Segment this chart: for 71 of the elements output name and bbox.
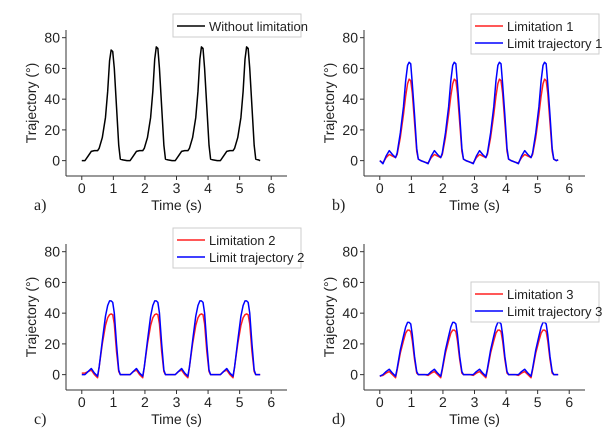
x-tick-label: 6 xyxy=(267,394,276,410)
x-axis-title: Time (s) xyxy=(151,411,202,427)
y-tick-label: 60 xyxy=(44,60,60,76)
x-tick-label: 0 xyxy=(78,394,86,410)
x-tick-label: 3 xyxy=(172,180,181,196)
legend-label: Limit trajectory 2 xyxy=(209,250,304,265)
text: d) xyxy=(332,411,346,428)
y-axis-title: Trajectory (°) xyxy=(321,62,337,144)
x-tick-label: 4 xyxy=(502,394,510,410)
x-tick-label: 1 xyxy=(407,180,416,196)
x-tick-label: 4 xyxy=(204,180,212,196)
x-tick-label: 2 xyxy=(439,180,448,196)
x-tick-label: 5 xyxy=(534,394,542,410)
x-tick-label: 5 xyxy=(534,180,542,196)
x-tick-label: 6 xyxy=(565,180,574,196)
y-axis-title: Trajectory (°) xyxy=(321,276,337,358)
x-tick-label: 1 xyxy=(407,394,416,410)
y-tick-label: 80 xyxy=(44,30,60,46)
line-series xyxy=(379,322,559,377)
x-tick-label: 2 xyxy=(439,394,448,410)
line-series xyxy=(379,62,559,164)
x-tick-label: 0 xyxy=(376,394,384,410)
legend-label: Limitation 2 xyxy=(209,233,276,248)
y-tick-label: 40 xyxy=(342,305,358,322)
y-tick-label: 60 xyxy=(342,60,358,76)
x-tick-label: 3 xyxy=(470,394,479,410)
x-axis-title: Time (s) xyxy=(449,197,500,213)
y-tick-label: 20 xyxy=(342,122,358,138)
legend-label: Limit trajectory 1 xyxy=(507,36,602,51)
x-tick-label: 3 xyxy=(172,394,181,410)
y-tick-label: 40 xyxy=(342,91,358,108)
legend-label: Limit trajectory 3 xyxy=(507,304,602,319)
x-tick-label: 5 xyxy=(236,394,244,410)
x-tick-label: 0 xyxy=(376,180,384,196)
line-series xyxy=(81,300,261,377)
y-tick-label: 20 xyxy=(342,336,358,352)
y-tick-label: 60 xyxy=(342,274,358,290)
x-tick-label: 3 xyxy=(470,180,479,196)
y-tick-label: 0 xyxy=(350,366,358,383)
y-tick-label: 0 xyxy=(350,152,358,169)
x-axis-title: Time (s) xyxy=(449,411,500,427)
y-tick-label: 40 xyxy=(44,91,60,108)
y-axis-title: Trajectory (°) xyxy=(23,276,39,358)
text: c) xyxy=(34,411,46,428)
legend-label: Limitation 3 xyxy=(507,287,574,302)
x-axis-title: Time (s) xyxy=(151,197,202,213)
y-axis-title: Trajectory (°) xyxy=(23,62,39,144)
y-tick-label: 0 xyxy=(52,366,60,383)
text: a) xyxy=(34,197,46,214)
y-tick-label: 80 xyxy=(342,30,358,46)
legend-label: Without limitation xyxy=(209,19,308,34)
text: b) xyxy=(332,197,346,214)
line-series xyxy=(81,46,261,162)
x-tick-label: 5 xyxy=(236,180,244,196)
y-tick-label: 20 xyxy=(44,122,60,138)
y-tick-label: 20 xyxy=(44,336,60,352)
x-tick-label: 2 xyxy=(141,394,150,410)
x-tick-label: 1 xyxy=(109,180,118,196)
x-tick-label: 2 xyxy=(141,180,150,196)
y-tick-label: 0 xyxy=(52,152,60,169)
y-tick-label: 40 xyxy=(44,305,60,322)
y-tick-label: 80 xyxy=(44,244,60,260)
x-tick-label: 1 xyxy=(109,394,118,410)
x-tick-label: 4 xyxy=(204,394,212,410)
x-tick-label: 6 xyxy=(565,394,574,410)
x-tick-label: 0 xyxy=(78,180,86,196)
y-tick-label: 80 xyxy=(342,244,358,260)
legend-label: Limitation 1 xyxy=(507,19,574,34)
x-tick-label: 4 xyxy=(502,180,510,196)
x-tick-label: 6 xyxy=(267,180,276,196)
y-tick-label: 60 xyxy=(44,274,60,290)
